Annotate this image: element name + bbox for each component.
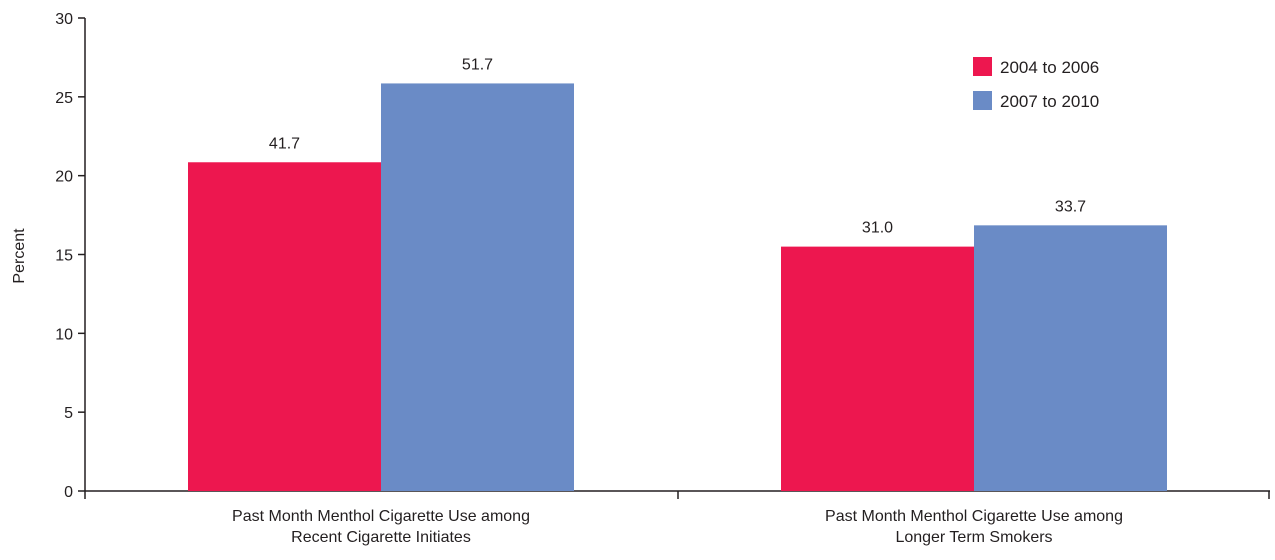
y-tick-label: 5 xyxy=(64,405,73,422)
legend-swatch xyxy=(973,91,992,110)
y-tick-label: 10 xyxy=(55,326,73,343)
bar xyxy=(188,162,381,491)
y-axis-label: Percent xyxy=(11,228,28,284)
legend: 2004 to 2006 2007 to 2010 xyxy=(973,57,1099,111)
data-label: 41.7 xyxy=(269,135,300,152)
y-tick-label: 25 xyxy=(55,90,73,107)
y-axis: 0 5 10 15 20 25 30 xyxy=(55,11,86,501)
bar xyxy=(781,246,974,491)
data-label: 51.7 xyxy=(462,56,493,73)
y-tick-label: 20 xyxy=(55,169,73,186)
data-label: 31.0 xyxy=(862,220,893,237)
x-category-label: Past Month Menthol Cigarette Use among Lo… xyxy=(825,508,1123,546)
bar xyxy=(381,83,574,491)
bar xyxy=(974,225,1167,491)
x-category-label: Past Month Menthol Cigarette Use among Re… xyxy=(232,508,530,546)
x-axis: Past Month Menthol Cigarette Use among Re… xyxy=(84,490,1270,546)
legend-label: 2004 to 2006 xyxy=(1000,58,1099,77)
legend-swatch xyxy=(973,57,992,76)
y-tick-label: 30 xyxy=(55,11,73,28)
bars: 41.7 31.0 51.7 33.7 xyxy=(188,56,1167,491)
data-label: 33.7 xyxy=(1055,198,1086,215)
y-tick-label: 0 xyxy=(64,484,73,501)
y-tick-label: 15 xyxy=(55,248,73,265)
legend-label: 2007 to 2010 xyxy=(1000,92,1099,111)
